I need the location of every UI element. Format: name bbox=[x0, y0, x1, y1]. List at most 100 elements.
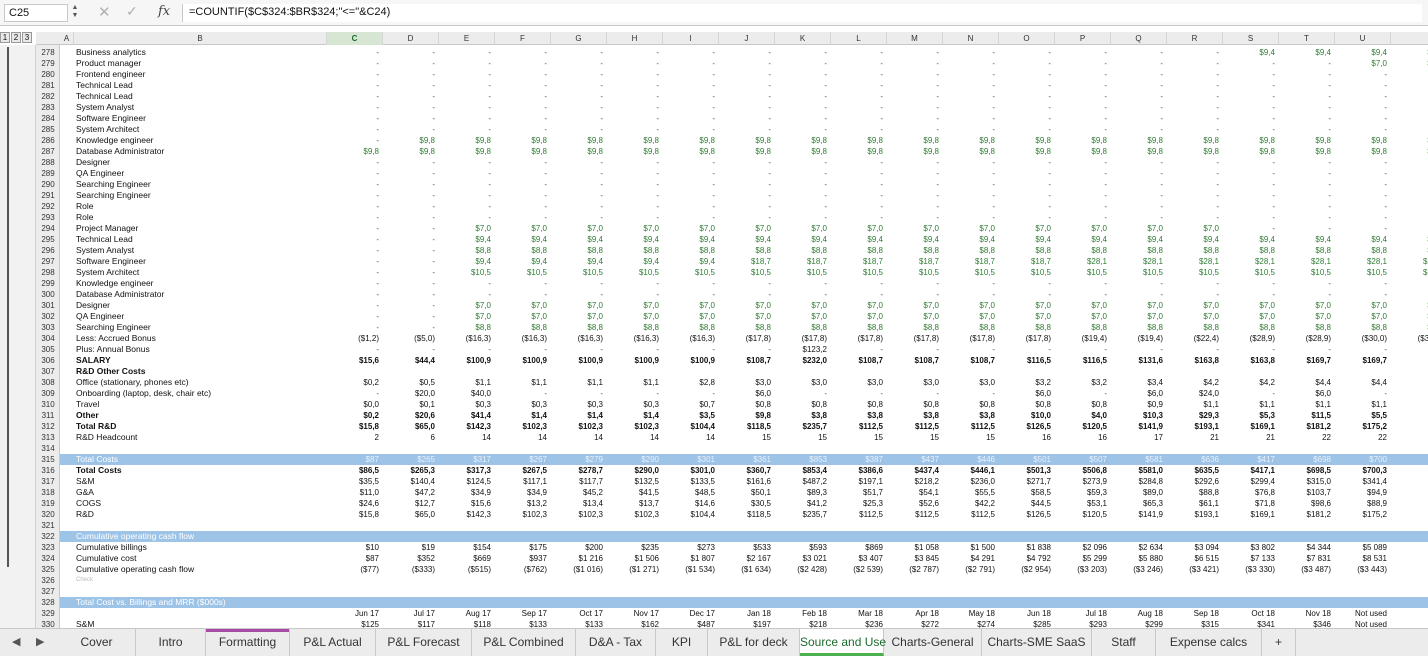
cell[interactable]: $7,0 bbox=[811, 224, 827, 233]
cell[interactable]: $102,3 bbox=[634, 422, 659, 431]
cell[interactable]: - bbox=[1391, 212, 1428, 223]
cell[interactable]: - bbox=[656, 158, 659, 167]
cell[interactable]: - bbox=[1272, 92, 1275, 101]
row-label[interactable]: Database Administrator bbox=[76, 146, 165, 156]
cell[interactable]: $7,0 bbox=[475, 312, 491, 321]
cell[interactable]: - bbox=[768, 180, 771, 189]
cell[interactable]: $3,8 bbox=[811, 411, 827, 420]
cell[interactable]: - bbox=[432, 268, 435, 277]
cell[interactable]: $8,8 bbox=[1035, 323, 1051, 332]
cell[interactable]: ($30,0) bbox=[1361, 334, 1387, 343]
cell[interactable]: $1,1 bbox=[643, 378, 659, 387]
cell[interactable]: - bbox=[656, 202, 659, 211]
cell[interactable]: $7,0 bbox=[531, 224, 547, 233]
cell[interactable]: - bbox=[992, 81, 995, 90]
cell[interactable]: - bbox=[488, 345, 491, 354]
cell[interactable]: - bbox=[992, 389, 995, 398]
cell[interactable]: Mar 18 bbox=[858, 609, 883, 618]
cell[interactable]: - bbox=[376, 224, 379, 233]
cell[interactable]: ($16,3) bbox=[577, 334, 603, 343]
cell[interactable]: $8,8 bbox=[699, 323, 715, 332]
cell[interactable]: $65,3 bbox=[1142, 499, 1163, 508]
cell[interactable]: $15,8 bbox=[358, 422, 379, 431]
cell[interactable]: Jun 17 bbox=[354, 609, 379, 618]
cell[interactable]: - bbox=[1216, 169, 1219, 178]
cell[interactable]: - bbox=[376, 158, 379, 167]
cell[interactable]: ($17,8) bbox=[745, 334, 771, 343]
cell[interactable]: - bbox=[880, 169, 883, 178]
cell[interactable]: ($16,3) bbox=[521, 334, 547, 343]
cell[interactable]: $0,8 bbox=[755, 400, 771, 409]
cell[interactable]: $9,8 bbox=[811, 136, 827, 145]
cell[interactable]: - bbox=[712, 59, 715, 68]
cell[interactable]: $25,3 bbox=[862, 499, 883, 508]
sheet-tab[interactable]: Formatting bbox=[206, 629, 290, 656]
cell[interactable]: $1,1 bbox=[1259, 400, 1275, 409]
cell[interactable]: $218 bbox=[809, 620, 827, 628]
cell[interactable]: Not used bbox=[1354, 620, 1387, 628]
row-header[interactable]: 296 bbox=[41, 246, 55, 255]
cell[interactable]: $7,0 bbox=[1391, 311, 1428, 322]
cell[interactable]: $7,0 bbox=[587, 312, 603, 321]
cell[interactable]: $133,5 bbox=[690, 477, 715, 486]
sheet-tab[interactable]: P&L Actual bbox=[290, 629, 376, 656]
cell[interactable]: $112,5 bbox=[915, 510, 939, 519]
cell[interactable]: $9,8 bbox=[1259, 147, 1275, 156]
cell[interactable]: $9,4 bbox=[643, 257, 659, 266]
cell[interactable]: - bbox=[1384, 290, 1387, 299]
cell[interactable]: $0,0 bbox=[363, 400, 379, 409]
cell[interactable]: $352 bbox=[417, 554, 435, 563]
cell[interactable]: $267 bbox=[529, 455, 547, 464]
cell[interactable]: $7,0 bbox=[867, 312, 883, 321]
cell[interactable]: - bbox=[1104, 345, 1107, 354]
cell[interactable]: - bbox=[1384, 114, 1387, 123]
cell[interactable]: $0,8 bbox=[979, 400, 995, 409]
cell[interactable]: Oct 18 bbox=[1251, 609, 1275, 618]
cell[interactable]: - bbox=[488, 114, 491, 123]
cell[interactable]: $52,6 bbox=[918, 499, 939, 508]
column-header-g[interactable]: G bbox=[551, 32, 607, 45]
cell[interactable]: $11,5 bbox=[1311, 411, 1331, 420]
cell[interactable]: $290,0 bbox=[634, 466, 659, 475]
cell[interactable]: Jun 18 bbox=[1026, 609, 1051, 618]
cell[interactable]: - bbox=[488, 59, 491, 68]
cell[interactable]: $9,8 bbox=[867, 136, 883, 145]
cell[interactable]: $1 216 bbox=[578, 554, 603, 563]
cell[interactable]: $3 094 bbox=[1194, 543, 1219, 552]
cell[interactable]: $193,1 bbox=[1194, 510, 1219, 519]
row-header[interactable]: 281 bbox=[41, 81, 55, 90]
cell[interactable]: $3,0 bbox=[755, 378, 771, 387]
cell[interactable]: $125 bbox=[361, 620, 379, 628]
row-header[interactable]: 298 bbox=[41, 268, 55, 277]
cell[interactable]: $507 bbox=[1089, 455, 1107, 464]
row-label[interactable]: Role bbox=[76, 212, 94, 222]
row-label[interactable]: Technical Lead bbox=[76, 91, 133, 101]
cell[interactable]: - bbox=[544, 81, 547, 90]
cell[interactable]: - bbox=[1048, 202, 1051, 211]
cell[interactable]: - bbox=[376, 70, 379, 79]
prev-sheet-icon[interactable]: ◀ bbox=[12, 636, 21, 648]
cell[interactable]: $28,1 bbox=[1422, 257, 1428, 266]
cell[interactable]: - bbox=[712, 191, 715, 200]
cell[interactable]: - bbox=[656, 70, 659, 79]
cell[interactable]: $10,0 bbox=[1030, 411, 1051, 420]
cell[interactable]: - bbox=[600, 48, 603, 57]
cell[interactable]: $581,0 bbox=[1138, 466, 1163, 475]
cell[interactable]: Not bbox=[1391, 608, 1428, 619]
cell[interactable]: - bbox=[936, 180, 939, 189]
row-label[interactable]: Cumulative operating cash flow bbox=[76, 564, 195, 574]
cell[interactable]: $0,8 bbox=[1035, 400, 1051, 409]
cell[interactable]: - bbox=[376, 290, 379, 299]
cell[interactable]: $8,8 bbox=[1371, 246, 1387, 255]
cell[interactable]: $112,5 bbox=[858, 422, 883, 431]
cell[interactable]: - bbox=[992, 202, 995, 211]
cell[interactable]: $5 299 bbox=[1082, 554, 1107, 563]
cell[interactable]: $285 bbox=[1033, 620, 1051, 628]
cell[interactable]: - bbox=[432, 224, 435, 233]
cell[interactable]: $9,8 bbox=[475, 136, 491, 145]
cell[interactable]: $141,9 bbox=[1138, 422, 1163, 431]
cell[interactable]: - bbox=[432, 323, 435, 332]
cell[interactable]: 22 bbox=[1322, 433, 1331, 442]
cell[interactable]: $7,0 bbox=[1391, 58, 1428, 69]
row-label[interactable]: Travel bbox=[76, 399, 100, 409]
